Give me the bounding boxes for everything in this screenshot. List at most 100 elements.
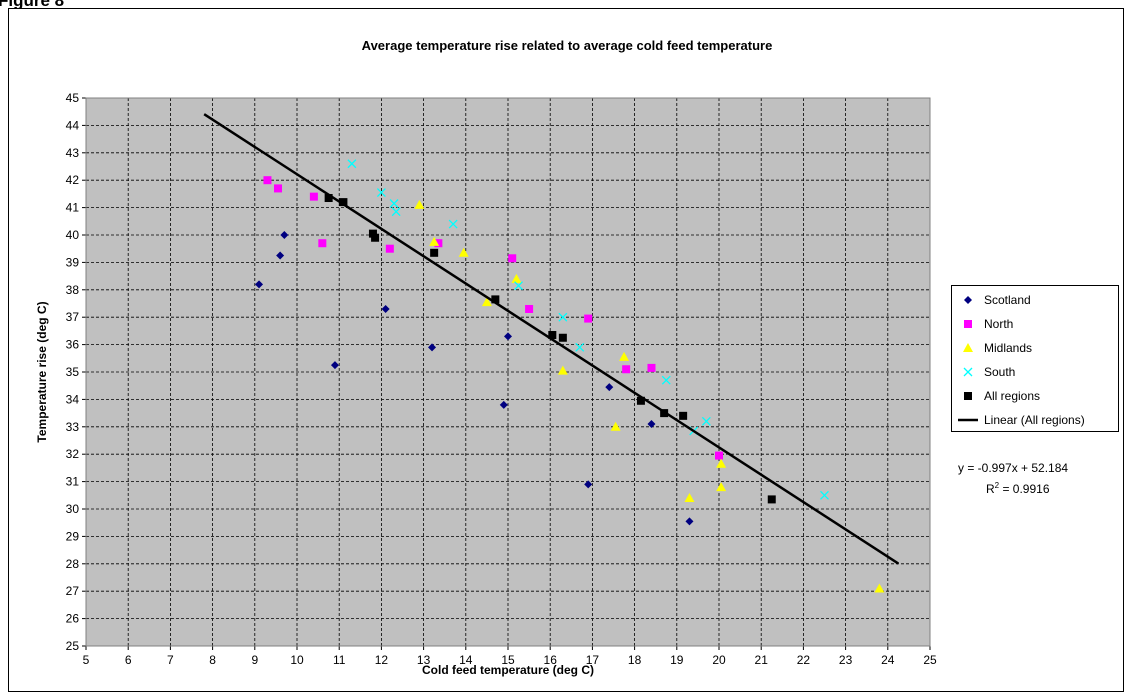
point [458, 247, 469, 257]
y-tick-label: 43 [66, 146, 80, 160]
y-tick-label: 26 [66, 612, 80, 626]
legend-marker [963, 367, 973, 377]
y-tick-label: 39 [66, 255, 80, 269]
r-squared: R2 = 0.9916 [986, 481, 1050, 496]
r-squared-sup: 2 [995, 481, 1000, 490]
point [448, 219, 458, 229]
x-tick-label: 15 [501, 653, 515, 667]
trendline [203, 113, 900, 565]
point [548, 331, 557, 340]
point [385, 244, 394, 253]
point [511, 273, 522, 283]
x-tick-label: 14 [459, 653, 473, 667]
x-tick-label: 11 [333, 653, 346, 667]
point [661, 375, 671, 385]
legend-label: All regions [984, 389, 1040, 403]
point [584, 314, 593, 323]
x-tick-label: 16 [544, 653, 558, 667]
point [376, 188, 386, 197]
y-tick-label: 35 [66, 365, 80, 379]
x-tick-label: 25 [923, 653, 937, 667]
point [716, 482, 727, 492]
point [481, 297, 492, 307]
y-tick-label: 44 [66, 118, 80, 132]
y-tick-label: 30 [66, 502, 80, 516]
point [508, 254, 517, 263]
y-tick-label: 32 [66, 447, 80, 461]
point [558, 333, 567, 342]
point [874, 583, 885, 593]
point [636, 396, 645, 405]
y-tick-label: 29 [66, 529, 80, 543]
x-tick-label: 21 [755, 653, 769, 667]
point [701, 416, 711, 426]
y-tick-label: 33 [66, 420, 80, 434]
point [429, 236, 440, 246]
point [276, 251, 285, 260]
x-tick-label: 12 [375, 653, 389, 667]
point [715, 451, 723, 460]
x-tick-label: 24 [881, 653, 895, 667]
plot-border [85, 97, 931, 647]
point [330, 361, 339, 370]
point [575, 342, 585, 352]
y-tick-label: 31 [66, 475, 80, 489]
legend-label: North [984, 317, 1013, 331]
y-tick-label: 37 [66, 310, 80, 324]
x-tick-label: 19 [670, 653, 684, 667]
point [525, 304, 534, 313]
point [514, 281, 524, 291]
x-tick-label: 9 [251, 653, 258, 667]
y-tick-label: 36 [66, 338, 80, 352]
point [684, 493, 695, 503]
legend-marker [964, 296, 972, 304]
point [318, 239, 327, 248]
point [491, 295, 500, 304]
point [255, 280, 264, 289]
x-axis-title: Cold feed temperature (deg C) [422, 663, 594, 677]
point [430, 248, 439, 257]
x-tick-label: 7 [167, 653, 174, 667]
point [309, 192, 318, 201]
point [499, 400, 508, 409]
y-tick-label: 27 [66, 584, 80, 598]
r-squared-base: R [986, 482, 995, 496]
x-tick-label: 5 [83, 653, 90, 667]
x-tick-label: 22 [797, 653, 811, 667]
point [647, 363, 656, 372]
point [820, 490, 829, 500]
legend-label: Linear (All regions) [984, 413, 1085, 427]
legend-marker [963, 343, 973, 352]
point [274, 184, 283, 193]
figure-label: Figure 8 [0, 0, 64, 10]
point [371, 233, 380, 242]
y-tick-label: 45 [66, 91, 80, 105]
equation: y = -0.997x + 52.184 [958, 461, 1068, 475]
point [504, 332, 512, 341]
point [622, 365, 631, 374]
y-axis-title: Temperature rise (deg C) [35, 301, 49, 442]
point [280, 231, 289, 239]
point [263, 176, 272, 185]
legend-label: Midlands [984, 341, 1032, 355]
y-tick-label: 34 [66, 392, 80, 406]
point [381, 304, 390, 313]
point [647, 420, 656, 429]
legend-label: Scotland [984, 293, 1031, 307]
chart-title: Average temperature rise related to aver… [362, 38, 773, 53]
x-tick-label: 10 [290, 653, 304, 667]
point [685, 517, 694, 526]
point [584, 480, 593, 489]
point [434, 239, 443, 248]
y-tick-label: 25 [66, 639, 80, 653]
point [619, 351, 630, 361]
legend [951, 285, 1119, 432]
point [557, 365, 568, 375]
r-squared-value: = 0.9916 [999, 482, 1050, 496]
y-tick-label: 41 [66, 201, 80, 215]
x-tick-label: 20 [712, 653, 726, 667]
x-tick-label: 17 [586, 653, 600, 667]
point [428, 343, 437, 352]
legend-marker [964, 320, 972, 328]
